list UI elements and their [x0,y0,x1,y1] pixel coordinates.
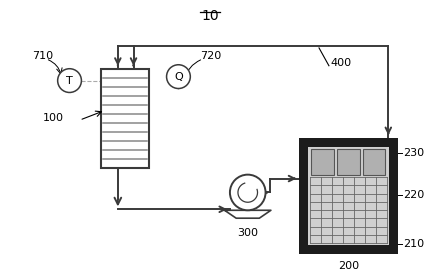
Circle shape [58,69,81,93]
Text: 210: 210 [403,239,424,249]
Text: 230: 230 [403,148,424,158]
Bar [101,69,149,168]
Circle shape [230,175,266,210]
Text: 710: 710 [32,51,53,61]
Circle shape [166,65,190,88]
Text: 300: 300 [237,228,258,238]
Text: 220: 220 [403,190,424,200]
Text: 10: 10 [201,9,219,23]
Text: 100: 100 [43,113,63,123]
Bar [337,149,360,175]
Bar [363,149,385,175]
Text: 400: 400 [331,58,352,68]
Text: Q: Q [174,72,183,82]
Text: T: T [66,76,73,86]
Text: 720: 720 [200,51,222,61]
Bar [311,149,334,175]
Text: 200: 200 [338,261,359,271]
Bar [299,138,398,254]
Bar [308,147,389,245]
